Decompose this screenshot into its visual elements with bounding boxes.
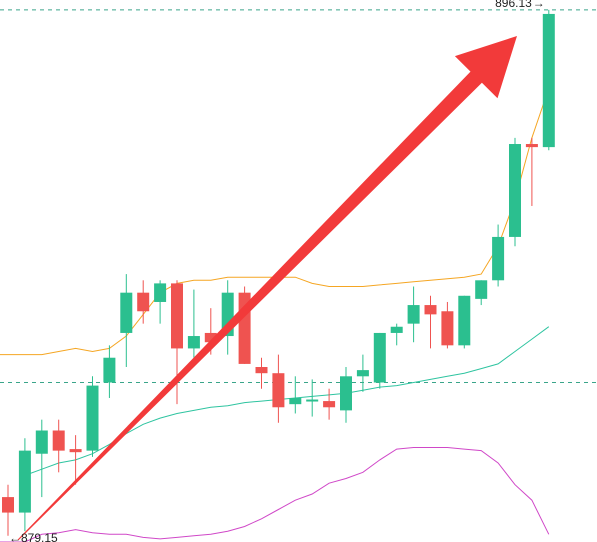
candle-body [340,376,352,411]
candle-body [187,336,200,349]
candle-body [18,450,31,513]
candle-body [137,292,150,312]
candle-body [407,305,420,324]
candle-body [373,332,386,383]
candle-body [542,13,555,148]
candle-body [323,401,336,408]
candle-body [525,144,538,148]
candle-body [509,144,521,237]
candle-body [171,283,183,349]
lower-band-line [0,447,550,542]
candle-body [35,430,48,454]
low-price-label: 879.15 [21,531,58,542]
candle-body [356,370,369,377]
candle-body [204,332,217,343]
high-price-arrow-icon: → [533,0,545,10]
candle-body [154,283,167,302]
candle-body [306,399,319,402]
candle-body [475,280,488,299]
candle-body [120,292,133,333]
candle-body [492,236,505,281]
trend-arrow [17,36,517,541]
candle-body [458,295,471,346]
candle-body [103,357,116,383]
candle-body [289,397,302,405]
candle-body [86,385,99,451]
candle-body [390,326,403,333]
candle-body [69,449,82,453]
candle-body [441,311,454,346]
high-price-label: 896.13 [495,0,532,10]
trend-arrow-shape [17,36,517,541]
candles [2,9,555,536]
candle-body [272,373,285,408]
candle-body [52,430,65,451]
candle-body [424,305,437,315]
candle-body [2,497,14,513]
low-price-arrow-icon: ← [9,531,21,542]
candle-body [255,367,268,374]
